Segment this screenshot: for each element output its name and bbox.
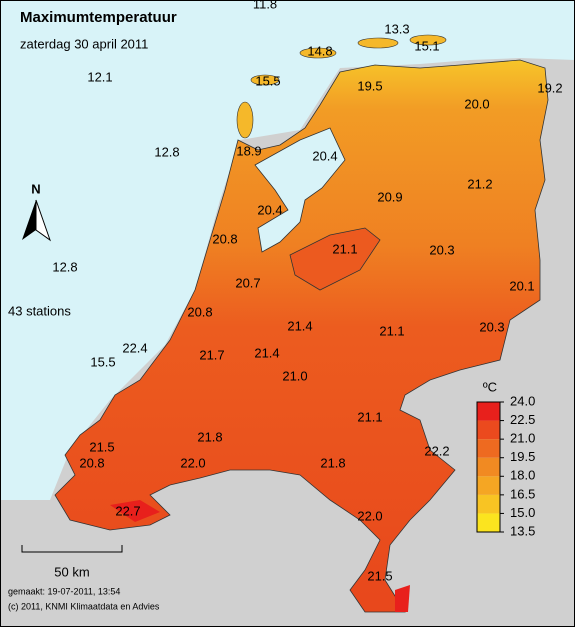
legend-tick-label: 24.0 — [510, 393, 535, 408]
station-value: 12.1 — [87, 69, 112, 84]
north-label: N — [31, 181, 40, 196]
legend-tick-label: 16.5 — [510, 486, 535, 501]
title: Maximumtemperatuur — [20, 9, 177, 26]
stations: 11.8 13.3 15.1 14.8 12.1 15.5 19.5 19.2 20.0 12.8… — [52, 0, 562, 583]
station-value: 21.4 — [287, 318, 312, 333]
station-value: 21.8 — [320, 455, 345, 470]
station-value: 21.7 — [199, 347, 224, 362]
netherlands — [54, 59, 549, 613]
station-value: 21.1 — [332, 241, 357, 256]
ijsselmeer — [254, 127, 346, 253]
station-value: 20.0 — [464, 96, 489, 111]
station-value: 15.1 — [414, 38, 439, 53]
station-value: 12.8 — [154, 144, 179, 159]
station-value: 20.1 — [509, 278, 534, 293]
station-value: 21.1 — [357, 409, 382, 424]
legend-tick-label: 15.0 — [510, 505, 535, 520]
legend-band — [477, 476, 500, 495]
station-value: 22.4 — [122, 340, 147, 355]
legend-band — [477, 402, 500, 421]
station-value: 21.1 — [379, 323, 404, 338]
station-value: 19.2 — [537, 80, 562, 95]
station-value: 22.7 — [115, 503, 140, 518]
legend: 24.0 22.5 21.0 19.5 18.0 16.5 15.0 13.5 — [476, 393, 535, 538]
station-value: 20.8 — [79, 455, 104, 470]
legend-tick-label: 19.5 — [510, 449, 535, 464]
station-value: 21.5 — [89, 439, 114, 454]
station-value: 12.8 — [52, 259, 77, 274]
station-value: 20.7 — [235, 275, 260, 290]
station-value: 20.9 — [377, 189, 402, 204]
scale-label: 50 km — [54, 564, 89, 579]
station-value: 11.8 — [253, 0, 277, 11]
station-value: 22.0 — [357, 508, 382, 523]
station-value: 14.8 — [307, 43, 332, 58]
legend-unit: ºC — [483, 379, 497, 394]
north-arrow — [35, 199, 51, 242]
legend-tick-label: 22.5 — [510, 412, 535, 427]
sea — [0, 0, 575, 500]
scale-bar — [21, 545, 123, 553]
subtitle: zaterdag 30 april 2011 — [20, 36, 148, 51]
station-value: 21.5 — [367, 568, 392, 583]
wadden-islands — [236, 34, 447, 139]
legend-band — [477, 494, 500, 514]
station-value: 21.8 — [197, 429, 222, 444]
station-value: 18.9 — [236, 143, 261, 158]
station-value: 20.3 — [429, 242, 454, 257]
station-value: 20.4 — [312, 148, 337, 163]
station-value: 20.4 — [257, 202, 282, 217]
legend-band — [477, 513, 500, 532]
north-arrow — [22, 200, 36, 240]
hot-spot — [110, 500, 160, 522]
station-value: 19.5 — [357, 78, 382, 93]
station-value: 21.4 — [254, 345, 279, 360]
footer-made: gemaakt: 19-07-2011, 13:54 — [8, 586, 120, 596]
legend-band — [477, 457, 500, 477]
station-value: 21.2 — [467, 176, 492, 191]
station-value: 13.3 — [384, 21, 409, 36]
legend-band — [477, 420, 500, 440]
station-count: 43 stations — [8, 303, 71, 318]
flevoland — [289, 227, 381, 291]
hot-spot — [395, 585, 410, 612]
station-value: 22.2 — [424, 443, 449, 458]
station-value: 22.0 — [180, 455, 205, 470]
station-value: 15.5 — [255, 73, 280, 88]
station-value: 20.8 — [212, 231, 237, 246]
station-value: 20.8 — [187, 304, 212, 319]
station-value: 15.5 — [90, 354, 115, 369]
footer-copyright: (c) 2011, KNMI Klimaatdata en Advies — [8, 601, 160, 611]
station-value: 21.0 — [282, 368, 307, 383]
station-value: 20.3 — [479, 319, 504, 334]
legend-frame — [476, 401, 501, 533]
legend-band — [477, 439, 500, 458]
legend-tick-label: 18.0 — [510, 468, 535, 483]
legend-tick-label: 21.0 — [510, 431, 535, 446]
legend-tick-label: 13.5 — [510, 523, 535, 538]
